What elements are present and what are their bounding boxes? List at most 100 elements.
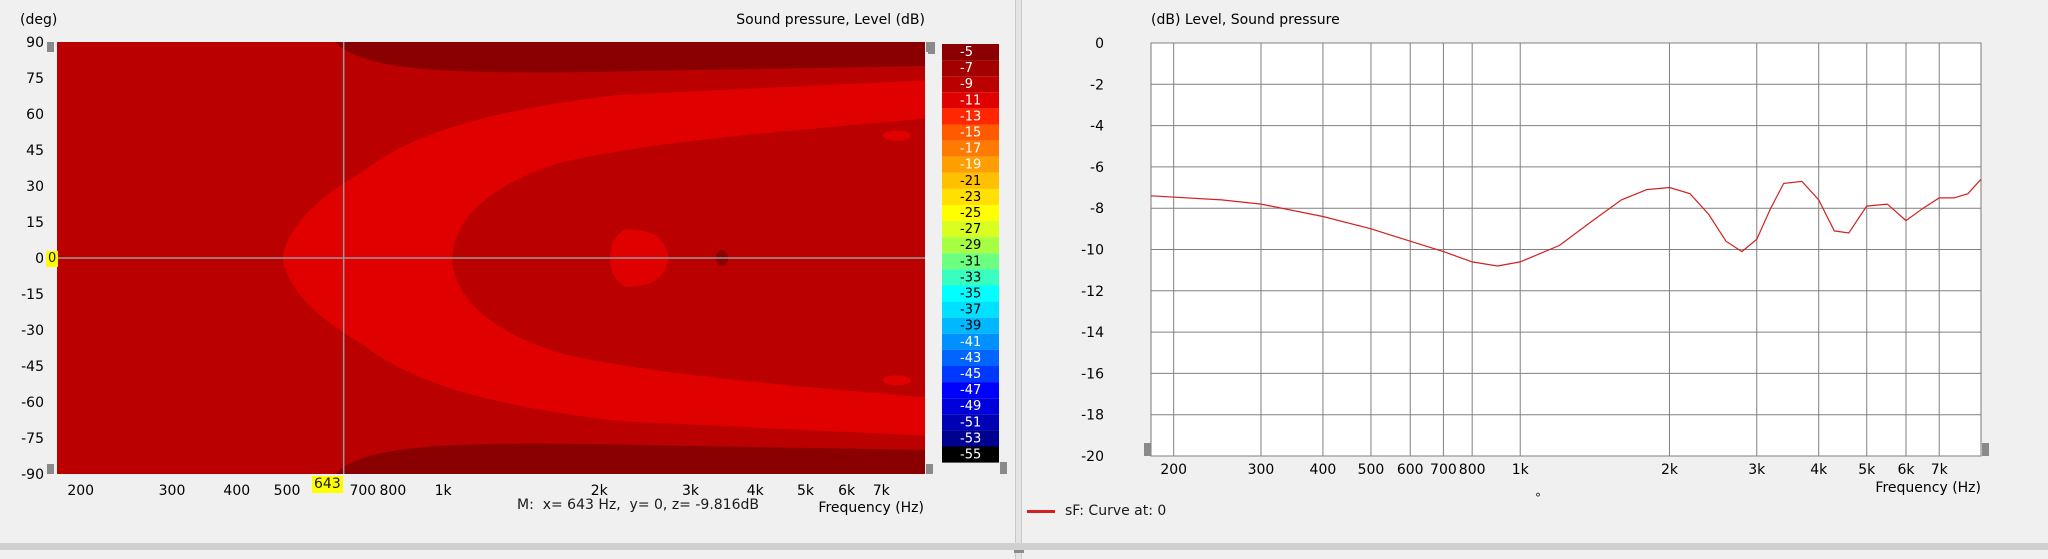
colorbar-label: -51 <box>960 415 981 430</box>
x-tick-label: 300 <box>159 483 186 499</box>
colorbar-swatch <box>942 446 999 463</box>
colorbar-label: -21 <box>960 174 981 189</box>
horizontal-scrollbar[interactable] <box>0 543 2048 550</box>
colorbar-label: -45 <box>960 367 981 382</box>
y-tick-label: -30 <box>21 323 44 339</box>
y-tick-label: -16 <box>1081 366 1104 382</box>
colorbar-swatch <box>942 237 999 254</box>
colorbar-swatch <box>942 333 999 350</box>
contour-region-top-dark <box>335 42 925 73</box>
curve-legend[interactable]: sF: Curve at: 0 <box>1027 503 1166 519</box>
axis-scroll-handle <box>1144 443 1151 456</box>
colorbar-swatch <box>942 172 999 189</box>
chart-title: Sound pressure, Level (dB) <box>736 12 925 28</box>
colorbar-swatch <box>942 349 999 366</box>
directivity-contour-chart[interactable]: (deg) Sound pressure, Level (dB) Frequency… <box>0 0 1012 540</box>
x-tick-label: 6k <box>1897 462 1915 478</box>
y-tick-label: -8 <box>1090 201 1104 217</box>
frequency-response-chart[interactable]: 0 -2 -4 -6 -8 -10 -12 -14 -16 -18 -20 200 300 400 500 6… <box>1028 0 2048 540</box>
y-tick-label: 60 <box>26 107 44 123</box>
colorbar-swatch <box>942 124 999 141</box>
y-tick-label: -90 <box>21 467 44 483</box>
colorbar-label: -23 <box>960 190 981 205</box>
colorbar-label: -55 <box>960 448 981 463</box>
y-tick-label: -14 <box>1081 325 1104 341</box>
colorbar-swatch <box>942 414 999 431</box>
y-tick-label: 75 <box>26 71 44 87</box>
x-tick-label: 600 <box>1397 462 1424 478</box>
colorbar-label: -33 <box>960 270 981 285</box>
axis-scroll-handle <box>1982 443 1989 456</box>
colorbar-swatch <box>942 253 999 270</box>
x-tick-label: 1k <box>435 483 453 499</box>
x-tick-label: 4k <box>747 483 765 499</box>
x-tick-label: 7k <box>873 483 891 499</box>
cursor-readout: M: x= 643 Hz, y= 0, z= -9.816dB <box>517 497 759 513</box>
cursor-frequency-label: 643 <box>312 476 343 493</box>
y-tick-label: -6 <box>1090 160 1104 176</box>
series-line <box>1150 178 1982 267</box>
x-tick-label: 5k <box>1858 462 1876 478</box>
x-tick-label: 4k <box>1810 462 1828 478</box>
colorbar-label: -31 <box>960 254 981 269</box>
y-tick-label: -12 <box>1081 284 1104 300</box>
colorbar-label: -29 <box>960 238 981 253</box>
colorbar-swatch <box>942 382 999 399</box>
legend-swatch <box>1027 509 1055 513</box>
degree-mark: ° <box>1535 491 1541 505</box>
y-tick-label: -15 <box>21 287 44 303</box>
colorbar-label: -19 <box>960 158 981 173</box>
colorbar-swatch <box>942 317 999 334</box>
colorbar-label: -25 <box>960 206 981 221</box>
colorbar-label: -11 <box>960 93 981 108</box>
pane-divider[interactable] <box>1015 0 1022 559</box>
contour-region-bright-band <box>282 80 925 436</box>
chart-title: (dB) Level, Sound pressure <box>1151 12 1340 28</box>
colorbar-swatch <box>942 92 999 109</box>
y-tick-label: 0 <box>1095 36 1104 52</box>
y-axis-label: (deg) <box>20 12 57 28</box>
y-tick-label: -60 <box>21 395 44 411</box>
colorbar-label: -17 <box>960 142 981 157</box>
colorbar-label: -53 <box>960 431 981 446</box>
y-tick-label: -75 <box>21 431 44 447</box>
colorbar-handle <box>1000 462 1007 474</box>
y-tick-label: 45 <box>26 143 44 159</box>
y-tick-label: -10 <box>1081 243 1104 259</box>
colorbar-swatch <box>942 285 999 302</box>
colorbar-label: -41 <box>960 335 981 350</box>
y-tick-label: -20 <box>1081 449 1104 465</box>
y-tick-label: -18 <box>1081 408 1104 424</box>
colorbar-label: -49 <box>960 399 981 414</box>
x-tick-label: 5k <box>797 483 815 499</box>
contour-island-right-bottom <box>882 375 911 386</box>
y-tick-label: -4 <box>1090 119 1104 135</box>
x-tick-label: 500 <box>1358 462 1385 478</box>
colorbar-label: -5 <box>960 45 973 60</box>
x-tick-label: 300 <box>1248 462 1275 478</box>
colorbar-swatch <box>942 60 999 77</box>
contour-island-right-top <box>882 130 911 141</box>
contour-island-bottom <box>816 422 877 430</box>
colorbar-swatch <box>942 366 999 383</box>
x-axis-label: Frequency (Hz) <box>818 500 924 516</box>
x-tick-label: 800 <box>1459 462 1486 478</box>
colorbar-swatch <box>942 430 999 447</box>
x-tick-label: 200 <box>1160 462 1187 478</box>
legend-label: sF: Curve at: 0 <box>1065 503 1167 519</box>
colorbar-label: -15 <box>960 126 981 141</box>
x-tick-label: 7k <box>1931 462 1949 478</box>
x-tick-label: 3k <box>1748 462 1766 478</box>
x-tick-label: 500 <box>274 483 301 499</box>
x-tick-label: 3k <box>682 483 700 499</box>
colorbar-swatch <box>942 44 999 61</box>
colorbar-swatch <box>942 398 999 415</box>
colorbar-swatch <box>942 188 999 205</box>
x-tick-label: 700 <box>349 483 376 499</box>
axis-scroll-handle <box>47 464 54 474</box>
colorbar-label: -13 <box>960 109 981 124</box>
colorbar-label: -39 <box>960 319 981 334</box>
x-tick-label: 700 <box>1430 462 1457 478</box>
colorbar-swatch <box>942 76 999 93</box>
colorbar-label: -35 <box>960 287 981 302</box>
